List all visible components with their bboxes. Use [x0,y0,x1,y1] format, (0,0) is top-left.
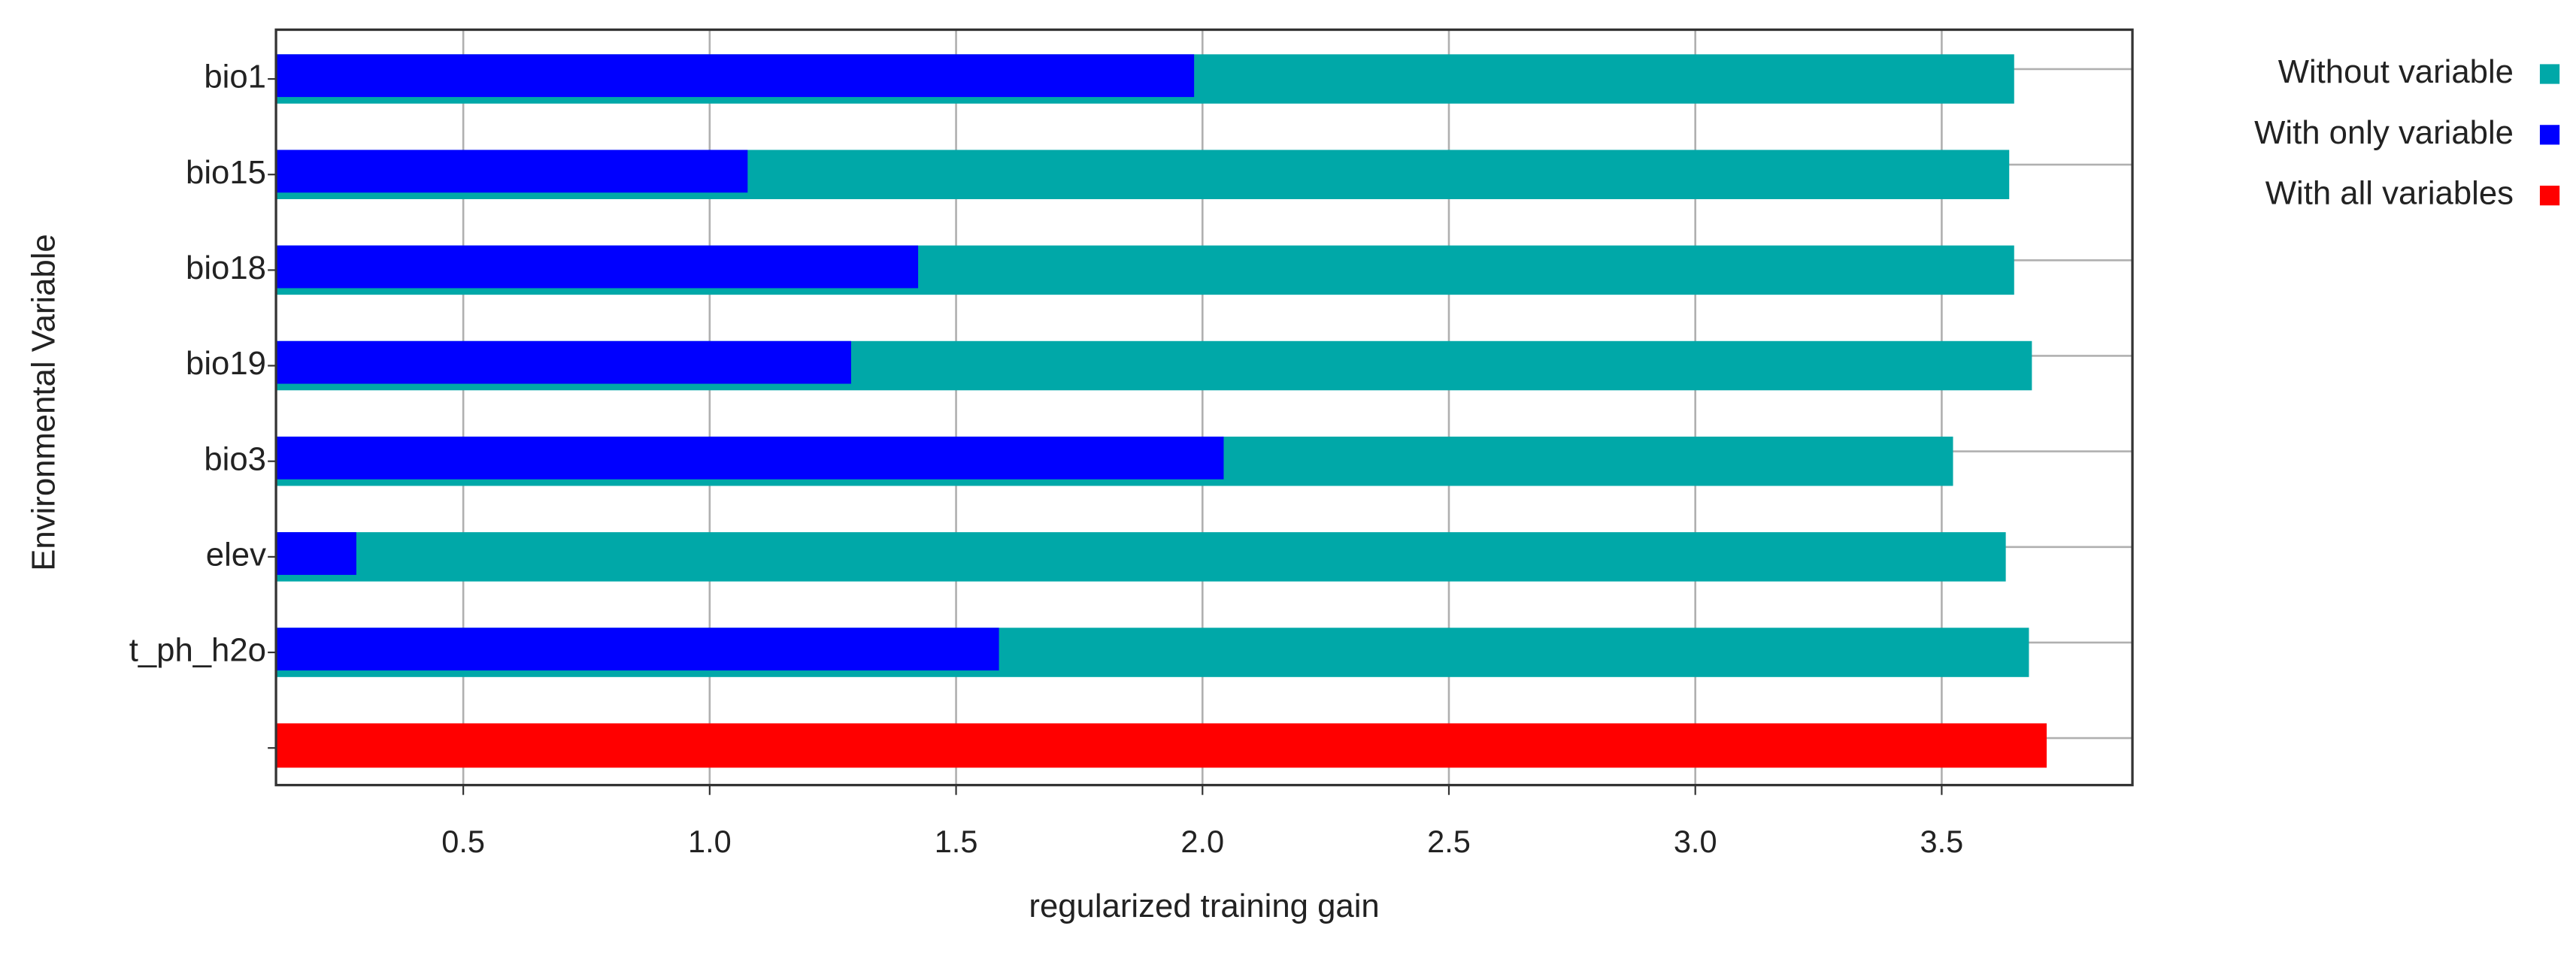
legend-label: With all variables [2265,175,2514,212]
y-tick-label: bio1 [204,59,266,95]
y-tick-label: bio18 [186,250,266,286]
bar [276,532,2006,582]
x-tick-label: 2.0 [1180,824,1224,859]
y-tick-label: elev [206,536,266,573]
bar [276,723,2047,768]
bar [276,245,919,289]
y-tick-label: t_ph_h2o [129,632,266,669]
y-tick-label: bio19 [186,345,266,382]
bar [276,340,851,384]
x-tick-label: 3.0 [1674,824,1717,859]
bar [276,54,1195,98]
y-axis-title: Environmental Variable [26,234,62,570]
legend-label: Without variable [2278,53,2514,90]
bar [276,628,999,671]
bar [276,436,1224,480]
marks-layer [276,54,2047,768]
legend-swatch [2539,186,2560,206]
y-tick-label: bio3 [204,440,266,477]
y-tick-label: bio15 [186,154,266,191]
x-axis-title: regularized training gain [1029,888,1379,924]
x-tick-label: 2.5 [1427,824,1471,859]
grid-layer [268,29,2133,795]
bar [276,532,356,575]
legend-label: With only variable [2254,114,2514,151]
x-tick-label: 3.5 [1920,824,1964,859]
legend-swatch [2539,125,2560,145]
legend-swatch [2539,64,2560,84]
x-tick-label: 0.5 [441,824,485,859]
plot-frame [274,28,2134,787]
x-tick-label: 1.0 [688,824,732,859]
bar [276,150,748,193]
x-tick-label: 1.5 [935,824,978,859]
